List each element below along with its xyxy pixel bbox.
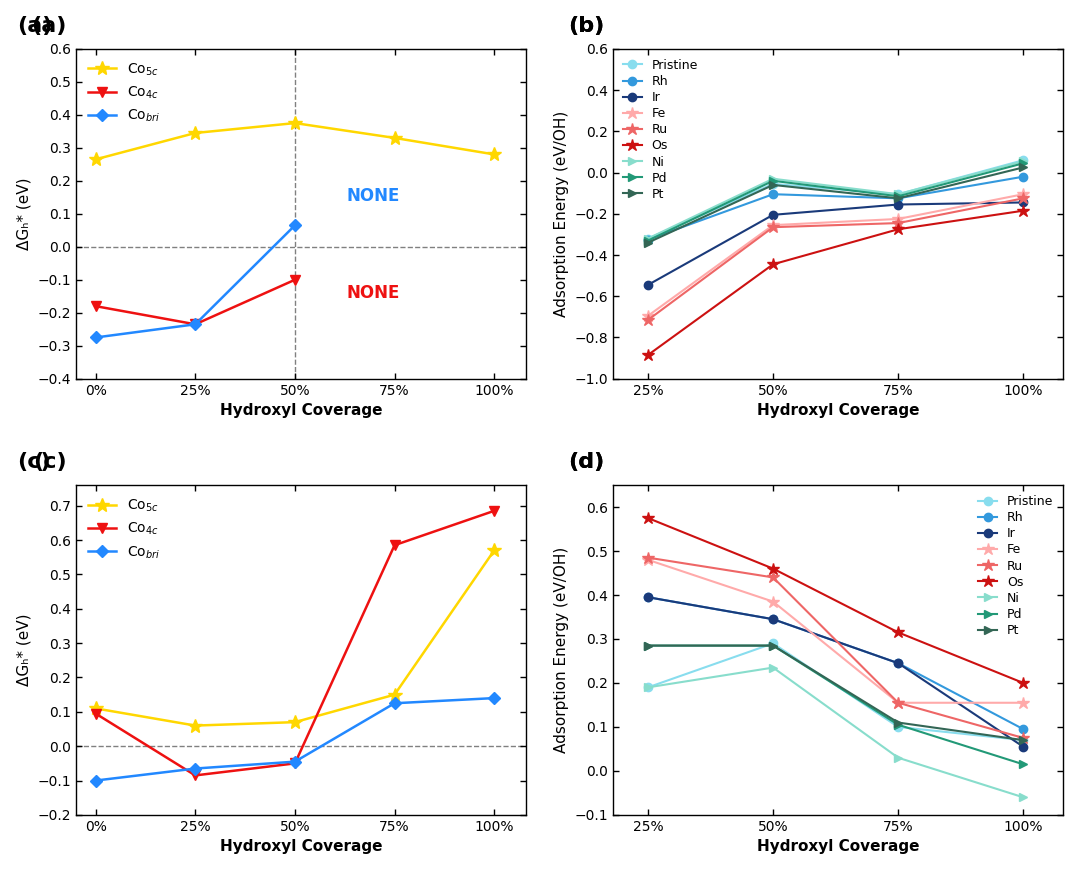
- Text: (d): (d): [568, 452, 604, 472]
- Y-axis label: Adsorption Energy (eV/OH): Adsorption Energy (eV/OH): [554, 547, 569, 753]
- Text: (c): (c): [17, 452, 51, 472]
- Text: NONE: NONE: [347, 284, 400, 302]
- Legend: Pristine, Rh, Ir, Fe, Ru, Os, Ni, Pd, Pt: Pristine, Rh, Ir, Fe, Ru, Os, Ni, Pd, Pt: [619, 55, 702, 205]
- X-axis label: Hydroxyl Coverage: Hydroxyl Coverage: [757, 403, 919, 418]
- Legend: Co$_{5c}$, Co$_{4c}$, Co$_{bri}$: Co$_{5c}$, Co$_{4c}$, Co$_{bri}$: [83, 492, 166, 566]
- Text: (b): (b): [568, 16, 604, 36]
- Text: (a): (a): [17, 16, 53, 36]
- Y-axis label: Adsorption Energy (eV/OH): Adsorption Energy (eV/OH): [554, 111, 569, 317]
- Legend: Co$_{5c}$, Co$_{4c}$, Co$_{bri}$: Co$_{5c}$, Co$_{4c}$, Co$_{bri}$: [83, 56, 166, 130]
- Legend: Pristine, Rh, Ir, Fe, Ru, Os, Ni, Pd, Pt: Pristine, Rh, Ir, Fe, Ru, Os, Ni, Pd, Pt: [974, 491, 1057, 641]
- Text: (d): (d): [568, 452, 604, 472]
- Y-axis label: ΔGₕ* (eV): ΔGₕ* (eV): [16, 178, 31, 250]
- X-axis label: Hydroxyl Coverage: Hydroxyl Coverage: [219, 840, 382, 854]
- X-axis label: Hydroxyl Coverage: Hydroxyl Coverage: [757, 840, 919, 854]
- Text: (c): (c): [33, 452, 67, 472]
- Text: (a): (a): [31, 16, 67, 36]
- Y-axis label: ΔGₕ* (eV): ΔGₕ* (eV): [16, 614, 31, 686]
- Text: (b): (b): [568, 16, 604, 36]
- X-axis label: Hydroxyl Coverage: Hydroxyl Coverage: [219, 403, 382, 418]
- Text: NONE: NONE: [347, 186, 400, 205]
